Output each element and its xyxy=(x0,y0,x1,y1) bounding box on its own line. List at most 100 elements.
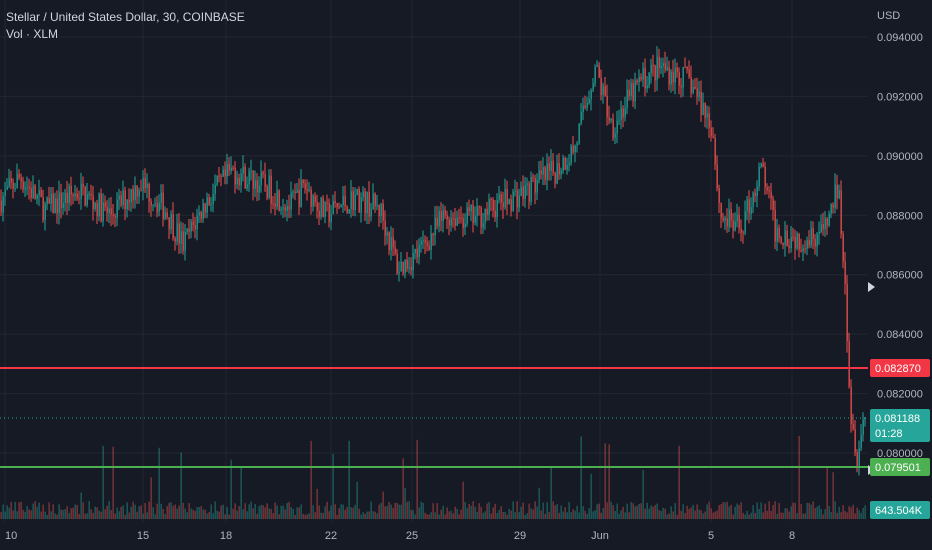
volume-bar xyxy=(130,506,132,519)
volume-bar xyxy=(744,514,746,519)
volume-bar xyxy=(154,514,156,519)
volume-bar xyxy=(584,510,586,519)
candle-body xyxy=(240,173,242,186)
candle-body xyxy=(164,212,166,219)
candle-body xyxy=(378,204,380,216)
symbol-title[interactable]: Stellar / United States Dollar, 30, COIN… xyxy=(6,10,245,24)
candle-body xyxy=(130,189,132,203)
volume-value-tag[interactable]: 643.504K xyxy=(870,501,930,519)
volume-bar xyxy=(394,502,396,519)
candle-body xyxy=(554,172,556,184)
candle-body xyxy=(580,112,582,124)
volume-bar xyxy=(724,502,726,519)
candle-body xyxy=(44,204,46,221)
volume-bar xyxy=(268,508,270,519)
volume-bar xyxy=(104,509,106,519)
volume-bar xyxy=(508,508,510,519)
green-line-price-tag[interactable]: 0.079501 xyxy=(870,458,930,476)
volume-bar xyxy=(638,503,640,519)
volume-bar xyxy=(408,501,410,519)
candle-body xyxy=(90,193,92,196)
price-axis-bg[interactable] xyxy=(868,0,932,522)
candle-body xyxy=(142,178,144,191)
candle-body xyxy=(522,186,524,199)
candle-body xyxy=(368,191,370,217)
candle-body xyxy=(110,208,112,215)
candle-body xyxy=(248,171,250,185)
volume-bar xyxy=(396,503,398,519)
candle-body xyxy=(498,194,500,201)
volume-bar xyxy=(406,501,408,519)
scroll-marker-icon[interactable] xyxy=(868,282,875,292)
candle-body xyxy=(638,76,640,83)
volume-bar xyxy=(4,511,6,519)
candle-body xyxy=(622,108,624,118)
candle-body xyxy=(796,233,798,249)
volume-bar xyxy=(328,511,330,519)
candle-body xyxy=(384,220,386,236)
candle-body xyxy=(826,218,828,226)
volume-bar xyxy=(856,507,858,519)
candle-body xyxy=(562,157,564,171)
candle-body xyxy=(96,203,98,217)
volume-indicator-label[interactable]: Vol · XLM xyxy=(6,27,59,41)
volume-bar xyxy=(62,510,64,519)
time-axis-bg[interactable] xyxy=(0,522,932,550)
candle-body xyxy=(284,207,286,211)
candle-body xyxy=(526,183,528,185)
volume-bar xyxy=(794,502,796,519)
volume-bar xyxy=(590,473,592,519)
volume-bar xyxy=(494,503,496,519)
candle-body xyxy=(456,217,458,226)
volume-bar xyxy=(10,502,12,519)
volume-bar xyxy=(504,511,506,519)
candle-body xyxy=(188,228,190,232)
candle-body xyxy=(0,200,2,213)
candle-body xyxy=(654,65,656,81)
red-line-price-tag[interactable]: 0.082870 xyxy=(870,359,930,377)
candle-body xyxy=(804,248,806,250)
volume-bar xyxy=(854,513,856,519)
volume-bar xyxy=(536,506,538,519)
candle-body xyxy=(144,178,146,188)
volume-bar xyxy=(72,507,74,519)
candle-body xyxy=(682,67,684,88)
volume-bar xyxy=(92,512,94,519)
candle-body xyxy=(124,190,126,210)
candle-body xyxy=(478,206,480,208)
candle-body xyxy=(472,205,474,223)
volume-bar xyxy=(736,503,738,519)
volume-bar xyxy=(44,511,46,519)
volume-bar xyxy=(626,503,628,519)
volume-bar xyxy=(648,508,650,519)
volume-bar xyxy=(190,508,192,519)
candle-body xyxy=(646,85,648,89)
candle-body xyxy=(266,186,268,198)
volume-bar xyxy=(630,502,632,519)
volume-bar xyxy=(56,514,58,519)
volume-bar xyxy=(348,440,350,519)
volume-bar xyxy=(786,508,788,519)
bar-countdown: 01:28 xyxy=(875,428,903,440)
candle-body xyxy=(746,199,748,212)
volume-bar xyxy=(654,505,656,519)
volume-bar xyxy=(718,505,720,519)
volume-bar xyxy=(98,510,100,519)
candle-body xyxy=(176,223,178,242)
volume-bar xyxy=(152,507,154,519)
candle-body xyxy=(394,247,396,254)
candle-body xyxy=(578,123,580,144)
volume-bar xyxy=(842,505,844,519)
volume-bar xyxy=(30,510,32,519)
volume-bar xyxy=(300,504,302,519)
candle-body xyxy=(856,452,858,467)
candle-body xyxy=(736,214,738,222)
candles[interactable] xyxy=(0,46,866,476)
last-price-tag[interactable]: 0.081188 01:28 xyxy=(870,409,930,442)
candle-body xyxy=(852,424,854,430)
candle-body xyxy=(744,211,746,234)
volume-bar xyxy=(422,502,424,519)
candle-body xyxy=(630,83,632,97)
candle-body xyxy=(560,170,562,175)
